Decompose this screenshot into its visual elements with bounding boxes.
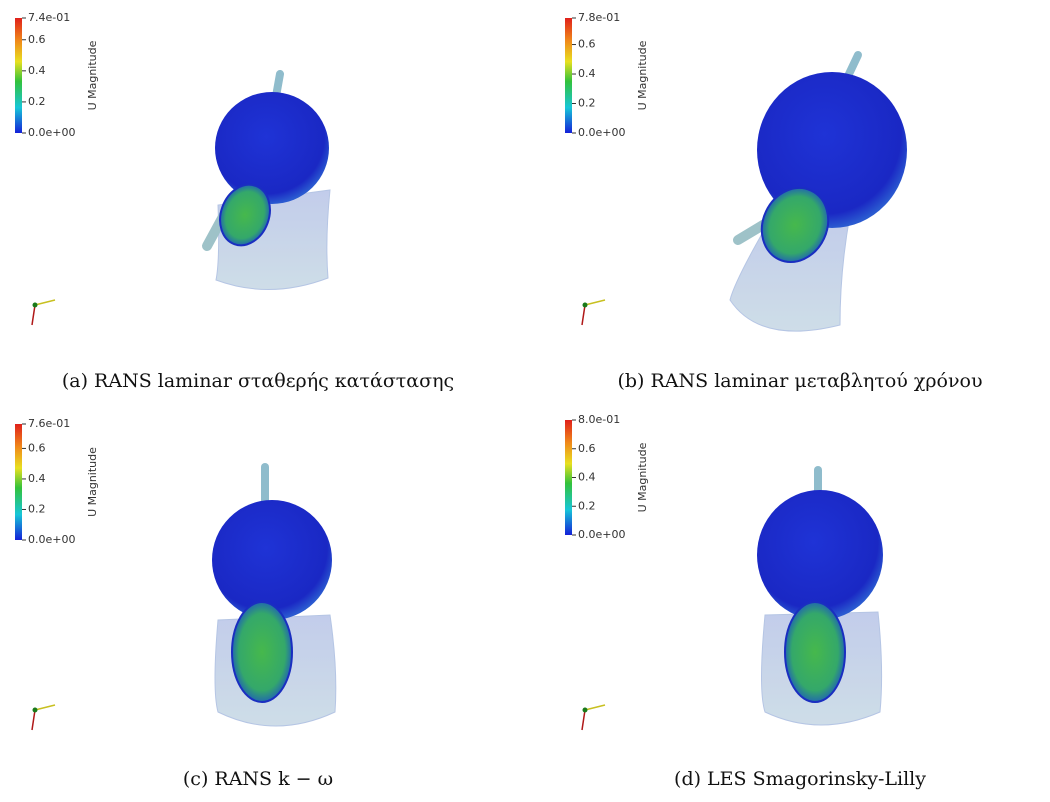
axis-z — [583, 303, 588, 308]
axis-x — [32, 710, 35, 730]
colorbar-tick-label: 0.0e+00 — [28, 126, 75, 139]
bulb — [212, 500, 332, 620]
colorbar-tick-label: 0.2 — [578, 499, 596, 512]
colorbar-tick-label: 7.4e-01 — [28, 11, 70, 24]
panel: 7.8e-01 0.6 0.4 0.2 0.0e+00 U Magnitude (b) RA… — [565, 11, 983, 392]
jet-core — [785, 602, 845, 702]
caption: (a) RANS laminar σταθερής κατάστασης — [62, 370, 454, 392]
colorbar-title: U Magnitude — [86, 40, 99, 110]
figure: 7.4e-01 0.6 0.4 0.2 0.0e+00 U Magnitude (a) RA… — [0, 0, 1050, 802]
colorbar-tick-label: 0.6 — [578, 442, 596, 455]
colorbar-tick-label: 0.2 — [578, 97, 596, 110]
axis-y — [35, 300, 55, 305]
caption: (b) RANS laminar μεταβλητού χρόνου — [617, 370, 982, 392]
colorbar-tick-label: 0.0e+00 — [578, 528, 625, 541]
colorbar-tick-label: 7.6e-01 — [28, 417, 70, 430]
caption: (d) LES Smagorinsky-Lilly — [674, 768, 926, 790]
colorbar-title: U Magnitude — [86, 447, 99, 517]
colorbar-title: U Magnitude — [636, 40, 649, 110]
jet-core — [232, 602, 292, 702]
caption: (c) RANS k − ω — [183, 768, 333, 790]
colorbar-tick-label: 7.8e-01 — [578, 11, 620, 24]
axis-x — [582, 305, 585, 325]
panel: 8.0e-01 0.6 0.4 0.2 0.0e+00 U Magnitude (d) LE… — [565, 413, 926, 790]
colorbar-title: U Magnitude — [636, 442, 649, 512]
axis-y — [35, 705, 55, 710]
axis-x — [582, 710, 585, 730]
colorbar-tick-label: 0.2 — [28, 502, 46, 515]
colorbar-tick-label: 0.6 — [28, 33, 46, 46]
colorbar-tick-label: 0.6 — [28, 441, 46, 454]
colorbar — [565, 18, 572, 133]
bulb — [757, 490, 883, 620]
colorbar-tick-label: 0.6 — [578, 38, 596, 51]
colorbar-tick-label: 0.4 — [28, 472, 46, 485]
colorbar — [15, 424, 22, 540]
axis-z — [33, 303, 38, 308]
axis-z — [33, 708, 38, 713]
axis-y — [585, 300, 605, 305]
colorbar-tick-label: 0.2 — [28, 95, 46, 108]
colorbar-tick-label: 0.4 — [28, 64, 46, 77]
colorbar — [15, 18, 22, 133]
colorbar-tick-label: 0.0e+00 — [28, 533, 75, 546]
axis-y — [585, 705, 605, 710]
colorbar-tick-label: 0.4 — [578, 471, 596, 484]
panel: 7.4e-01 0.6 0.4 0.2 0.0e+00 U Magnitude (a) RA… — [15, 11, 454, 392]
bulb — [215, 92, 329, 204]
colorbar — [565, 420, 572, 535]
colorbar-tick-label: 0.4 — [578, 67, 596, 80]
axis-z — [583, 708, 588, 713]
colorbar-tick-label: 0.0e+00 — [578, 126, 625, 139]
panel: 7.6e-01 0.6 0.4 0.2 0.0e+00 U Magnitude (c) RA… — [15, 417, 336, 790]
colorbar-tick-label: 8.0e-01 — [578, 413, 620, 426]
axis-x — [32, 305, 35, 325]
